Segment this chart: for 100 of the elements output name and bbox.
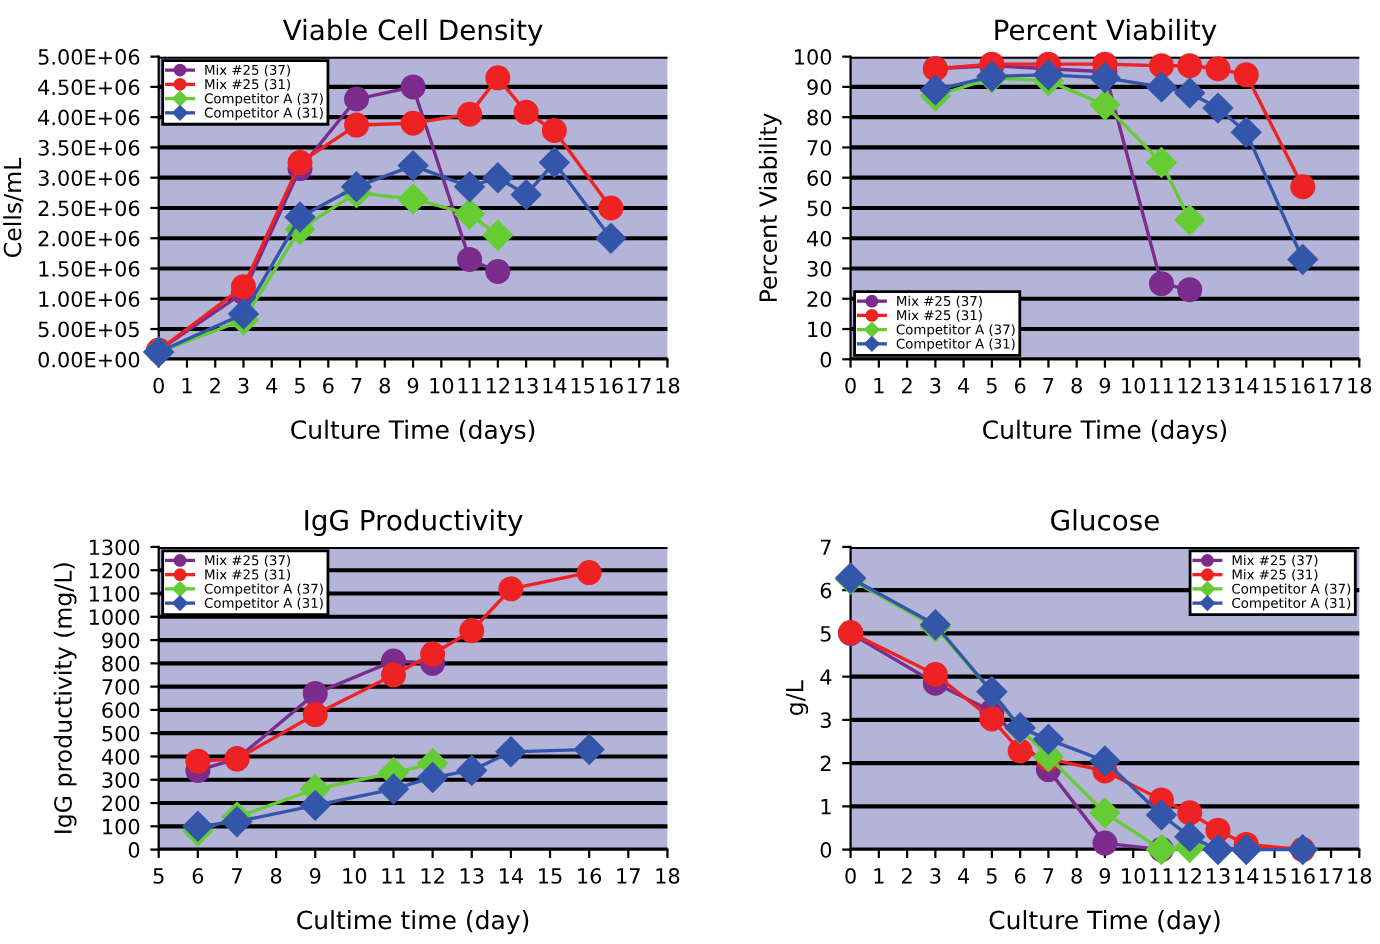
point	[541, 117, 567, 143]
x-tick-label: 8	[1071, 868, 1082, 884]
y-tick-label: 800	[102, 655, 140, 672]
y-tick-label: 700	[102, 679, 140, 695]
y-tick-label: 1200	[89, 562, 140, 579]
x-tick-label: 17	[1320, 377, 1343, 394]
point	[397, 183, 429, 215]
point	[1148, 271, 1174, 297]
y-tick-label: 80	[807, 109, 832, 126]
x-tick-label: 9	[309, 868, 321, 884]
y-tick-label: 90	[807, 79, 832, 96]
point	[417, 762, 448, 793]
x-tick-label: 11	[458, 377, 481, 394]
x-tick-label: 9	[407, 377, 419, 394]
point	[1233, 62, 1259, 88]
y-tick-label: 1.00E+06	[39, 291, 140, 307]
x-tick-label: 10	[1122, 377, 1146, 394]
point	[454, 171, 485, 202]
point	[1089, 797, 1121, 828]
point	[185, 748, 211, 774]
point	[457, 101, 483, 127]
x-tick-label: 0	[845, 377, 856, 394]
x-axis-title: Culture Time (days)	[983, 419, 1227, 444]
point	[920, 74, 951, 106]
point	[1148, 53, 1174, 79]
y-tick-label: 3	[820, 712, 831, 729]
x-axis-title: Cultime time (day)	[297, 910, 529, 935]
y-tick-label: 3.00E+06	[38, 170, 140, 186]
y-tick-label: 300	[102, 772, 140, 788]
x-tick-label: 0	[153, 377, 164, 394]
point	[230, 274, 256, 300]
x-tick-label: 4	[958, 377, 970, 394]
y-tick-label: 4	[820, 669, 832, 685]
y-tick-label: 50	[807, 200, 832, 217]
point	[576, 560, 602, 586]
x-tick-label: 7	[1043, 377, 1054, 394]
point	[539, 147, 570, 178]
point	[1231, 117, 1262, 148]
y-tick-label: 1.50E+06	[39, 260, 140, 277]
y-tick-label: 0	[820, 842, 832, 858]
x-tick-label: 12	[486, 377, 510, 394]
x-tick-label: 7	[1043, 868, 1054, 884]
point	[1202, 834, 1234, 865]
point	[1174, 77, 1205, 109]
point	[287, 150, 313, 176]
x-tick-label: 10	[430, 377, 454, 394]
y-tick-label: 1000	[89, 609, 140, 625]
point	[482, 162, 513, 193]
y-axis-title: Percent Viability	[758, 113, 782, 302]
point	[482, 220, 513, 251]
point	[459, 618, 485, 644]
point	[302, 681, 328, 707]
point	[1177, 53, 1203, 79]
y-tick-label: 1	[821, 799, 831, 815]
x-tick-label: 8	[1071, 377, 1082, 394]
chart-title: Percent Viability	[995, 18, 1217, 46]
y-tick-label: 60	[807, 170, 832, 186]
point	[1231, 834, 1262, 865]
x-tick-label: 18	[656, 868, 680, 884]
y-axis-title: IgG productivity (mg/L)	[53, 563, 77, 833]
point	[457, 246, 483, 272]
point	[1174, 204, 1205, 236]
y-tick-label: 4.50E+06	[38, 79, 140, 96]
x-tick-label: 6	[1014, 377, 1026, 394]
point	[495, 736, 527, 767]
point	[1007, 738, 1033, 764]
x-tick-label: 6	[1014, 868, 1026, 884]
chart-title: Glucose	[1051, 509, 1159, 531]
y-tick-label: 4.00E+06	[38, 109, 140, 126]
x-tick-label: 4	[266, 377, 278, 394]
y-tick-label: 100	[795, 49, 832, 65]
x-tick-label: 2	[902, 377, 912, 394]
y-tick-label: 2	[820, 755, 831, 772]
point	[284, 201, 316, 233]
x-tick-label: 15	[571, 377, 595, 394]
point	[1089, 745, 1121, 777]
x-tick-label: 5	[986, 377, 997, 394]
y-tick-label: 100	[103, 818, 140, 835]
point	[1287, 244, 1318, 275]
x-tick-label: 17	[628, 377, 651, 394]
x-tick-label: 16	[599, 377, 623, 394]
x-tick-label: 12	[1178, 868, 1201, 884]
point	[1290, 174, 1316, 200]
y-tick-label: 400	[101, 748, 140, 765]
x-tick-label: 9	[1099, 868, 1111, 884]
x-tick-label: 2	[902, 868, 912, 884]
y-axis-title: Cells/mL	[3, 157, 24, 257]
y-tick-label: 20	[807, 291, 832, 307]
y-tick-label: 40	[807, 230, 832, 247]
x-tick-label: 13	[460, 868, 484, 884]
x-tick-label: 6	[192, 868, 204, 884]
point	[510, 179, 542, 210]
x-tick-label: 16	[578, 868, 602, 884]
x-tick-label: 1	[874, 868, 884, 884]
x-tick-label: 7	[351, 377, 362, 394]
y-tick-label: 70	[807, 139, 832, 156]
y-tick-label: 1100	[89, 585, 140, 602]
point	[378, 773, 409, 805]
point	[1177, 800, 1203, 826]
point	[344, 86, 370, 112]
